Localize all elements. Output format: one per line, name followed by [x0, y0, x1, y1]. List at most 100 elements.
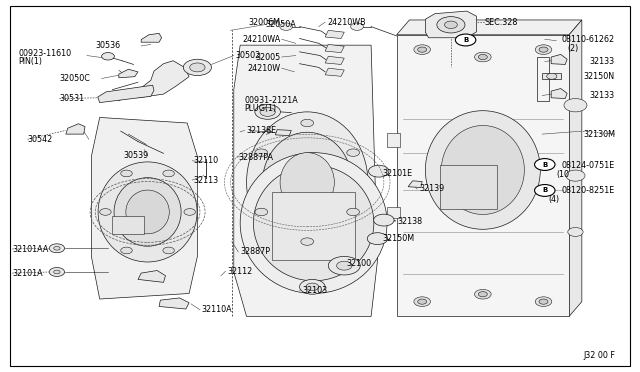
- Polygon shape: [569, 20, 582, 317]
- Circle shape: [456, 34, 476, 46]
- Circle shape: [539, 299, 548, 304]
- Text: 30536: 30536: [95, 41, 121, 51]
- Text: B: B: [542, 187, 547, 193]
- Text: 32110A: 32110A: [202, 305, 232, 314]
- Circle shape: [534, 185, 555, 196]
- Circle shape: [568, 228, 583, 236]
- Text: 08124-0751E: 08124-0751E: [562, 161, 615, 170]
- Text: 32101E: 32101E: [383, 169, 413, 178]
- Polygon shape: [387, 133, 400, 147]
- Circle shape: [445, 21, 458, 29]
- Text: J32 00 F: J32 00 F: [583, 351, 615, 360]
- Text: 32112: 32112: [227, 267, 253, 276]
- Text: (2): (2): [568, 44, 579, 52]
- Ellipse shape: [426, 111, 540, 229]
- Text: 30539: 30539: [124, 151, 148, 160]
- Circle shape: [163, 170, 174, 177]
- Circle shape: [418, 299, 427, 304]
- Text: PLUG(1): PLUG(1): [244, 105, 276, 113]
- Circle shape: [474, 52, 491, 62]
- Polygon shape: [98, 85, 154, 103]
- Polygon shape: [159, 298, 189, 309]
- Text: 32101A: 32101A: [12, 269, 43, 278]
- Text: 24210W: 24210W: [247, 64, 280, 73]
- Circle shape: [347, 149, 360, 156]
- Text: 32100: 32100: [347, 259, 372, 268]
- Circle shape: [414, 297, 431, 307]
- Circle shape: [414, 45, 431, 54]
- Text: 32887PA: 32887PA: [238, 153, 273, 161]
- Text: 32150N: 32150N: [584, 72, 615, 81]
- Polygon shape: [325, 44, 344, 52]
- Circle shape: [184, 209, 195, 215]
- Circle shape: [347, 208, 360, 216]
- Ellipse shape: [262, 132, 352, 232]
- Circle shape: [255, 105, 280, 119]
- Text: 32110: 32110: [193, 156, 219, 165]
- Ellipse shape: [126, 190, 170, 234]
- Circle shape: [255, 149, 268, 156]
- Circle shape: [539, 47, 548, 52]
- Text: SEC.328: SEC.328: [484, 18, 518, 27]
- Circle shape: [547, 73, 557, 79]
- Circle shape: [437, 17, 465, 33]
- Circle shape: [189, 63, 205, 72]
- Circle shape: [534, 158, 555, 170]
- Ellipse shape: [253, 165, 374, 281]
- Circle shape: [418, 47, 427, 52]
- Text: 32103: 32103: [302, 286, 327, 295]
- Circle shape: [163, 247, 174, 254]
- Polygon shape: [141, 33, 162, 42]
- Circle shape: [300, 279, 325, 294]
- Ellipse shape: [240, 153, 387, 294]
- Ellipse shape: [98, 162, 197, 262]
- Text: B: B: [542, 161, 547, 167]
- Ellipse shape: [114, 178, 181, 246]
- Text: 32005: 32005: [255, 52, 280, 61]
- Circle shape: [478, 292, 487, 297]
- Text: 32887P: 32887P: [240, 247, 270, 256]
- Text: 32130M: 32130M: [583, 129, 615, 139]
- Text: 24210WB: 24210WB: [328, 18, 366, 27]
- Circle shape: [301, 238, 314, 245]
- Circle shape: [260, 108, 275, 116]
- Text: B: B: [463, 37, 468, 43]
- Circle shape: [564, 99, 587, 112]
- Circle shape: [369, 165, 389, 177]
- Polygon shape: [113, 216, 145, 234]
- Circle shape: [255, 208, 268, 216]
- Circle shape: [351, 23, 364, 31]
- Text: (10: (10: [556, 170, 570, 179]
- Circle shape: [367, 233, 388, 244]
- Text: 32138: 32138: [398, 217, 423, 226]
- Text: 08110-61262: 08110-61262: [562, 35, 615, 44]
- Text: 30542: 30542: [28, 135, 52, 144]
- Polygon shape: [551, 54, 567, 64]
- Polygon shape: [440, 165, 497, 209]
- Circle shape: [535, 297, 552, 307]
- Circle shape: [474, 289, 491, 299]
- Polygon shape: [426, 11, 476, 38]
- Circle shape: [121, 170, 132, 177]
- Polygon shape: [325, 31, 344, 38]
- Polygon shape: [397, 35, 569, 317]
- Circle shape: [54, 246, 60, 250]
- Polygon shape: [551, 89, 567, 99]
- Circle shape: [306, 283, 319, 291]
- Polygon shape: [408, 181, 422, 187]
- Circle shape: [183, 59, 211, 76]
- Circle shape: [337, 261, 352, 270]
- Text: 32133: 32133: [590, 91, 615, 100]
- Polygon shape: [135, 61, 189, 98]
- Ellipse shape: [246, 112, 368, 253]
- Circle shape: [280, 23, 292, 31]
- Text: (4): (4): [548, 195, 560, 204]
- Text: 32101AA: 32101AA: [12, 244, 49, 253]
- Text: 32050C: 32050C: [60, 74, 90, 83]
- Polygon shape: [234, 45, 378, 317]
- Text: 30502: 30502: [236, 51, 261, 60]
- Polygon shape: [325, 68, 344, 76]
- Text: 32050A: 32050A: [266, 20, 296, 29]
- Polygon shape: [119, 69, 138, 78]
- Text: 32138E: 32138E: [246, 126, 276, 135]
